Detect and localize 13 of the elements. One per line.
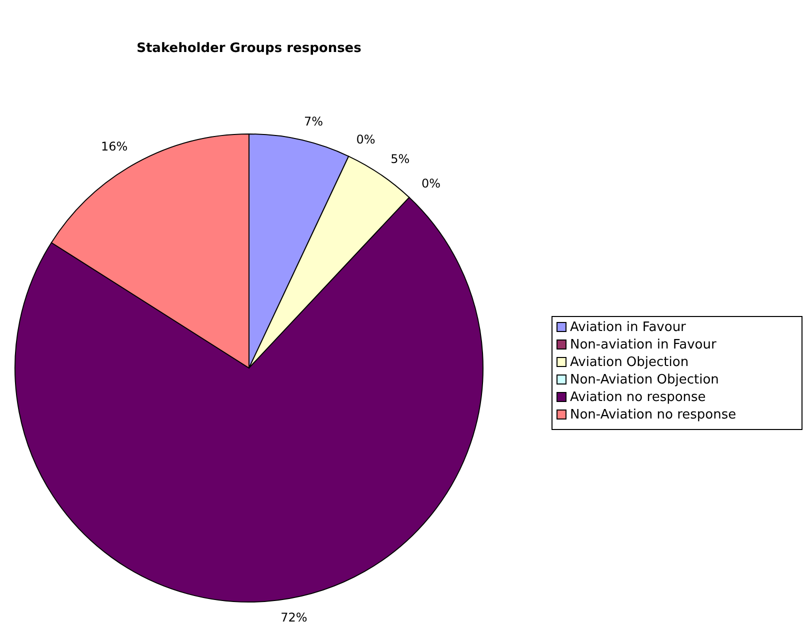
legend-label: Non-Aviation Objection [570,372,719,388]
chart-title: Stakeholder Groups responses [136,41,362,56]
legend-label: Aviation in Favour [570,320,687,336]
data-label: 7% [304,114,324,128]
data-label: 72% [280,610,308,624]
text: 0% [356,132,376,146]
legend-label: Aviation no response [570,390,706,406]
text: 0% [422,176,441,191]
data-label: 5% [390,152,410,166]
data-label: 16% [100,139,128,154]
legend-label: Non-aviation in Favour [570,338,717,353]
legend-label: Non-Aviation no response [570,408,736,423]
legend-label: Aviation Objection [570,355,689,370]
